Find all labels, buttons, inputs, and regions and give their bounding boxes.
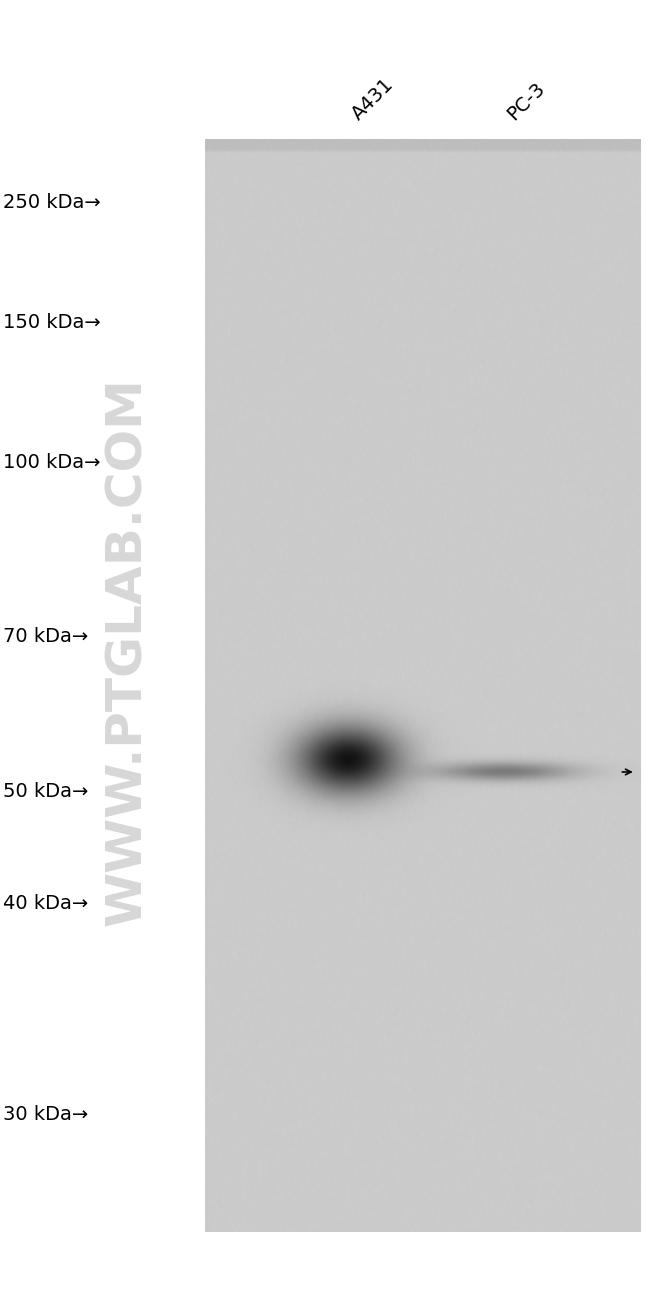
Text: PC-3: PC-3 <box>504 78 549 124</box>
Text: 250 kDa→: 250 kDa→ <box>3 193 101 211</box>
Text: WWW.PTGLAB.COM: WWW.PTGLAB.COM <box>103 378 151 926</box>
Text: 70 kDa→: 70 kDa→ <box>3 627 88 645</box>
Text: 40 kDa→: 40 kDa→ <box>3 895 88 913</box>
Text: 50 kDa→: 50 kDa→ <box>3 782 88 801</box>
Text: 30 kDa→: 30 kDa→ <box>3 1106 88 1124</box>
Text: 150 kDa→: 150 kDa→ <box>3 313 101 331</box>
Text: 100 kDa→: 100 kDa→ <box>3 454 101 472</box>
Text: A431: A431 <box>348 74 397 124</box>
